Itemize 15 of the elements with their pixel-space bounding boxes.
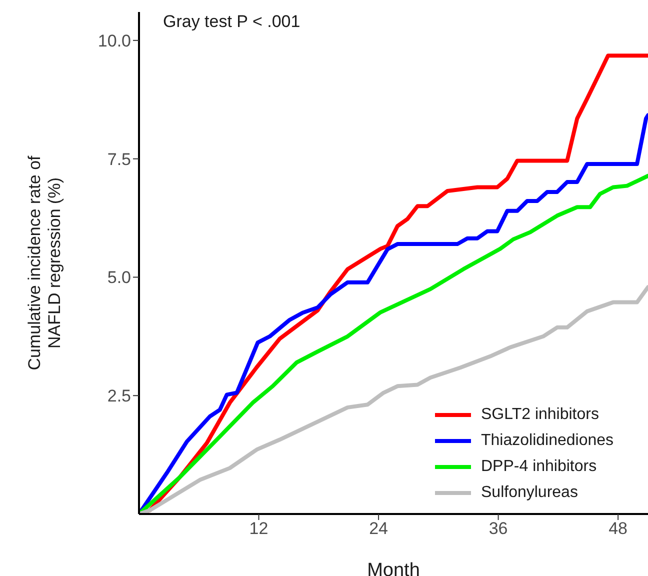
x-tick-label: 12 (249, 519, 268, 538)
y-tick-label: 10.0 (98, 31, 131, 50)
legend-label: DPP-4 inhibitors (481, 458, 597, 476)
annotation: Gray test P < .001 (163, 12, 300, 32)
y-tick-label: 5.0 (107, 268, 131, 288)
legend-label: Thiazolidinediones (481, 432, 614, 450)
y-tick-label: 7.5 (107, 150, 131, 169)
y-tick-label: 2.5 (107, 386, 131, 406)
legend-label: Sulfonylureas (481, 484, 578, 502)
x-tick-label: 36 (488, 519, 508, 538)
y-axis-title: Cumulative incidence rate of NAFLD regression (%) (25, 155, 64, 370)
x-tick-label: 24 (369, 519, 388, 538)
x-axis-title: Month (367, 560, 420, 576)
x-tick-label: 48 (608, 519, 628, 538)
legend-label: SGLT2 inhibitors (481, 406, 599, 424)
